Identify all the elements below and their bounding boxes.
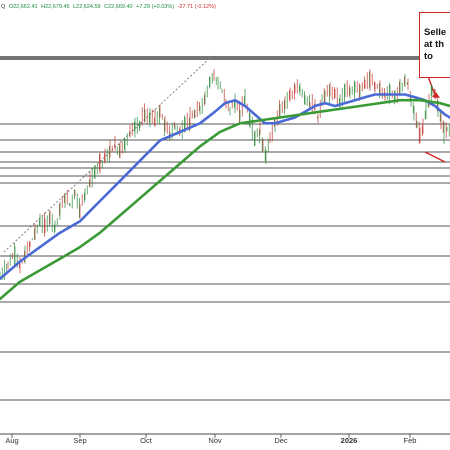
x-tick-label: Feb — [404, 436, 417, 445]
moving-averages — [0, 93, 450, 301]
close-value: C22,669.40 — [104, 4, 133, 10]
symbol-label: Q — [1, 4, 6, 10]
trendlines — [3, 55, 446, 253]
x-tick-label: Dec — [274, 436, 288, 445]
blue-moving-average-line — [0, 93, 450, 281]
change-value: +7.29 (+0.03%) — [136, 4, 175, 10]
annotation-callout: Selle at th to — [419, 12, 450, 78]
low-value: L22,624.59 — [73, 4, 101, 10]
ohlc-header: Q O22,662.41 H22,679.45 L22,624.59 C22,6… — [0, 0, 450, 14]
x-axis: Aug Sep Oct Nov Dec 2026 Feb — [0, 433, 450, 445]
open-value: O22,662.41 — [8, 4, 38, 10]
support-resistance-lines — [0, 56, 450, 435]
x-tick-label: Nov — [208, 436, 222, 445]
price-bars — [0, 69, 450, 281]
annotation-line-1: Selle — [424, 27, 447, 38]
x-tick-label: Oct — [140, 436, 153, 445]
dashed-trendline — [3, 55, 213, 253]
x-tick-label: Sep — [73, 436, 86, 445]
green-moving-average-line — [0, 98, 450, 301]
red-arrow-head — [432, 92, 440, 98]
annotation-line-3: to — [424, 51, 433, 62]
change2-value: -27.71 (-0.12%) — [177, 4, 216, 10]
x-tick-label: 2026 — [341, 436, 358, 445]
red-trendline — [424, 151, 446, 163]
annotation-line-2: at th — [424, 39, 445, 50]
high-value: H22,679.45 — [41, 4, 70, 10]
x-tick-label: Aug — [5, 436, 18, 445]
